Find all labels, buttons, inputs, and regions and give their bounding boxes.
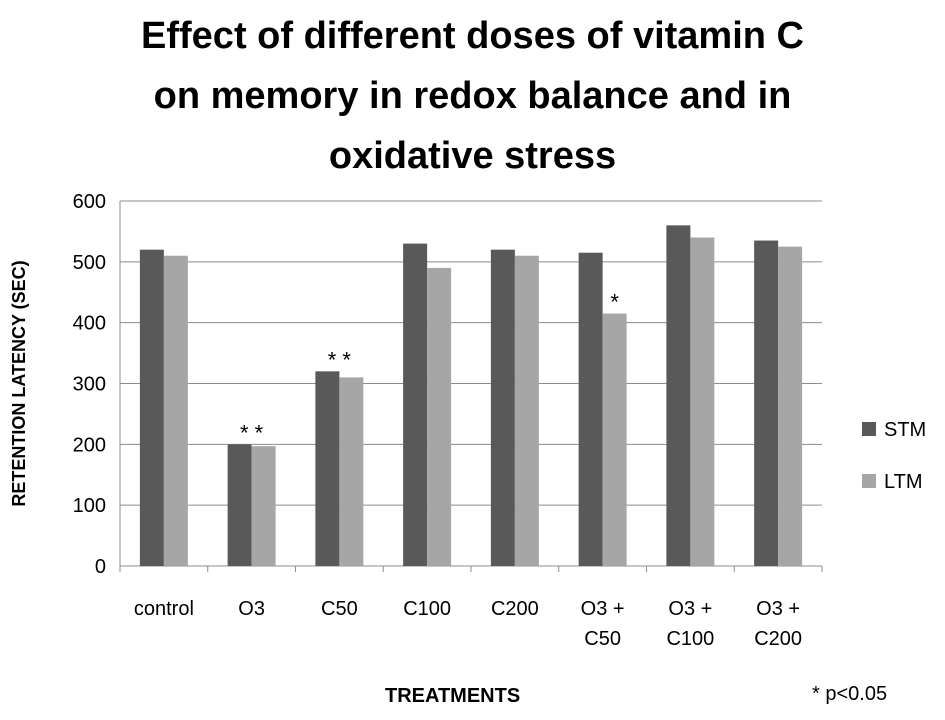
bar-ltm [251, 446, 276, 566]
x-tick-label: O3 [238, 598, 265, 620]
x-tick-label: C50 [584, 628, 621, 650]
x-tick-label: C50 [321, 598, 358, 620]
bar-stm [666, 225, 691, 567]
x-tick-label: C200 [491, 598, 539, 620]
significance-marker: * * [240, 420, 264, 445]
bar-stm [315, 371, 340, 566]
significance-marker: * * [328, 347, 352, 372]
y-axis-title: RETENTION LATENCY (SEC) [9, 260, 29, 506]
bar-ltm [427, 267, 452, 566]
x-tick-label: O3 + [668, 598, 712, 620]
legend-label-ltm: LTM [884, 471, 923, 493]
chart-title-line-1: Effect of different doses of vitamin C [141, 15, 804, 57]
bar-ltm [163, 255, 188, 566]
bar-ltm [514, 255, 539, 566]
y-tick-label: 300 [73, 374, 106, 396]
y-tick-label: 600 [73, 191, 106, 213]
y-tick-label: 100 [73, 495, 106, 517]
bar-stm [490, 249, 515, 566]
y-tick-label: 0 [95, 556, 106, 578]
x-tick-label: control [134, 598, 194, 620]
chart-title: Effect of different doses of vitamin C o… [0, 6, 945, 186]
x-axis-title: TREATMENTS [385, 685, 521, 707]
y-tick-label: 200 [73, 434, 106, 456]
bar-stm [403, 243, 428, 567]
significance-marker: * [610, 290, 619, 315]
legend-swatch-ltm [862, 474, 876, 488]
y-tick-label: 400 [73, 313, 106, 335]
bar-stm [754, 240, 779, 566]
x-tick-label: O3 + [756, 598, 800, 620]
x-tick-label: C200 [754, 628, 802, 650]
bar-stm [227, 444, 252, 566]
legend-label-stm: STM [884, 419, 926, 441]
x-tick-label: C100 [403, 598, 451, 620]
bar-ltm [602, 313, 627, 566]
chart-title-line-3: oxidative stress [328, 135, 617, 177]
x-tick-label: C100 [666, 628, 714, 650]
bar-ltm [690, 237, 715, 566]
significance-footnote: * p<0.05 [812, 683, 888, 705]
bar-stm [139, 249, 164, 566]
x-tick-label: O3 + [581, 598, 625, 620]
bar-ltm [778, 246, 803, 566]
legend-swatch-stm [862, 422, 876, 436]
bar-stm [578, 252, 603, 567]
chart-title-line-2: on memory in redox balance and in [153, 75, 792, 117]
y-tick-label: 500 [73, 252, 106, 274]
bar-ltm [339, 377, 364, 566]
